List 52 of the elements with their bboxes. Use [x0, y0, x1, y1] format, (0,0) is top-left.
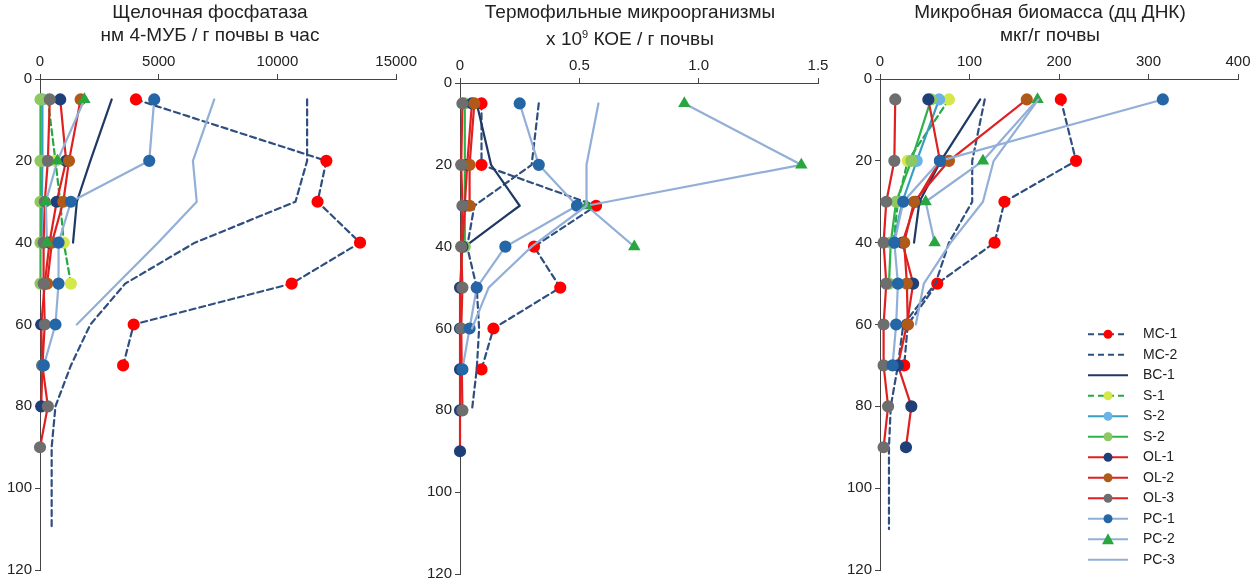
legend-label: MC-1: [1143, 325, 1178, 342]
x-tick-label: 0.5: [568, 56, 590, 74]
legend-label: MC-2: [1143, 345, 1178, 362]
chart-subtitle: мкг/г почвы: [999, 23, 1101, 46]
x-tick-label: 5000: [142, 52, 176, 70]
y-tick-label: 100: [427, 482, 453, 500]
y-tick-label: 80: [855, 396, 873, 414]
x-tick-label: 15000: [375, 52, 417, 70]
x-tick-label: 400: [1225, 52, 1251, 70]
chart-subtitle: нм 4-МУБ / г почвы в час: [99, 23, 321, 46]
y-tick-label: 60: [15, 314, 33, 332]
y-tick-label: 0: [863, 69, 873, 87]
legend-label: OL-1: [1143, 448, 1175, 465]
legend-label: BC-1: [1143, 366, 1176, 383]
legend-label: OL-2: [1143, 468, 1175, 485]
y-tick-label: 60: [435, 318, 453, 336]
x-tick-label: 100: [957, 52, 983, 70]
chart-title: Термофильные микроорганизмы: [483, 0, 777, 23]
y-tick-label: 20: [15, 150, 33, 168]
chart-title: Щелочная фосфатаза: [111, 0, 309, 23]
y-tick-label: 80: [15, 396, 33, 414]
x-tick-label: 300: [1135, 52, 1162, 70]
y-tick-label: 120: [7, 560, 33, 578]
legend-label: S-1: [1143, 386, 1165, 403]
y-tick-label: 120: [847, 560, 873, 578]
x-tick-label: 1.0: [688, 56, 710, 74]
y-tick-label: 60: [855, 314, 873, 332]
chart-title: Микробная биомасса (дц ДНК): [913, 0, 1187, 23]
y-tick-label: 0: [23, 69, 33, 87]
legend-label: S-2: [1143, 407, 1165, 424]
y-tick-label: 40: [15, 232, 33, 250]
legend-label: OL-3: [1143, 489, 1175, 506]
legend-label: PC-2: [1143, 530, 1176, 547]
legend-label: PC-3: [1143, 550, 1176, 567]
y-tick-label: 80: [435, 400, 453, 418]
y-tick-label: 40: [855, 232, 873, 250]
x-tick-label: 10000: [256, 52, 299, 70]
x-tick-label: 0: [875, 52, 885, 70]
chart-subtitle: x 10$^{9}$ КОЕ / г почвы: [545, 27, 715, 51]
y-tick-label: 100: [7, 478, 33, 496]
y-tick-label: 100: [847, 478, 873, 496]
x-tick-label: 0: [455, 56, 465, 74]
x-tick-label: 1.5: [807, 56, 829, 74]
y-tick-label: 20: [435, 155, 453, 173]
y-tick-label: 20: [855, 150, 873, 168]
y-tick-label: 120: [427, 564, 453, 582]
x-tick-label: 200: [1046, 52, 1072, 70]
legend-label: S-2: [1143, 427, 1165, 444]
y-tick-label: 0: [443, 73, 453, 91]
y-tick-label: 40: [435, 237, 453, 255]
x-tick-label: 0: [35, 52, 45, 70]
legend-label: PC-1: [1143, 509, 1176, 526]
